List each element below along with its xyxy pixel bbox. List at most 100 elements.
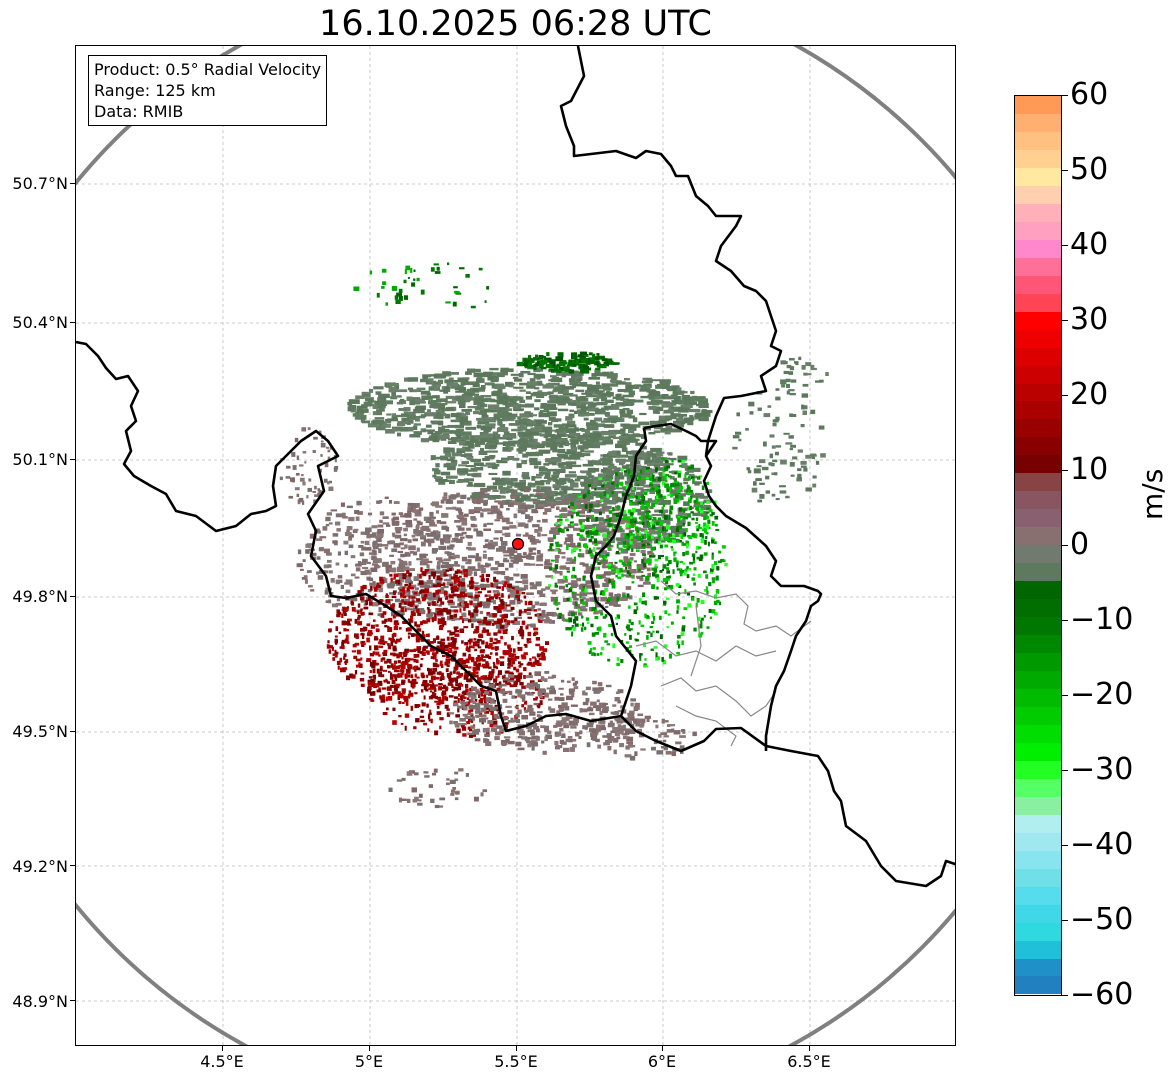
echo-cell — [322, 526, 328, 531]
echo-cell — [467, 497, 471, 501]
echo-cell — [604, 496, 610, 501]
echo-cell — [670, 413, 681, 417]
echo-cell — [591, 373, 597, 377]
echo-cell — [390, 396, 398, 400]
echo-cell — [653, 430, 661, 434]
echo-cell — [463, 696, 467, 699]
echo-cell — [446, 458, 454, 462]
echo-cell — [528, 563, 536, 566]
echo-cell — [324, 548, 330, 554]
echo-cell — [508, 671, 514, 675]
echo-cell — [448, 382, 458, 387]
echo-cell — [393, 573, 399, 578]
echo-cell — [648, 379, 660, 382]
echo-cell — [679, 486, 684, 489]
echo-cell — [543, 463, 550, 466]
echo-cell — [664, 463, 674, 466]
echo-cell — [479, 417, 487, 422]
echo-cell — [595, 367, 601, 371]
echo-cell — [651, 612, 655, 618]
echo-cell — [380, 657, 383, 663]
echo-cell — [691, 532, 696, 538]
echo-cell — [437, 403, 446, 409]
echo-cell — [363, 607, 369, 610]
echo-cell — [457, 468, 469, 472]
echo-cell — [487, 497, 492, 500]
echo-cell — [450, 380, 462, 383]
echo-cell — [528, 535, 536, 538]
echo-cell — [611, 596, 617, 602]
echo-cell — [492, 613, 497, 618]
echo-cell — [652, 517, 657, 520]
echo-cell — [549, 399, 555, 403]
echo-cell — [608, 530, 615, 536]
echo-cell — [512, 457, 520, 461]
echo-cell — [666, 563, 670, 566]
echo-cell — [439, 725, 442, 730]
echo-cell — [688, 408, 701, 413]
echo-cell — [630, 536, 633, 540]
echo-cell — [490, 509, 497, 513]
echo-cell — [439, 676, 443, 682]
echo-cell — [683, 419, 691, 424]
echo-cell — [492, 434, 501, 438]
echo-cell — [482, 627, 486, 631]
echo-cell — [553, 424, 564, 428]
echo-cell — [656, 494, 660, 500]
echo-cell — [387, 665, 391, 669]
echo-cell — [430, 656, 435, 659]
echo-cell — [395, 683, 401, 687]
echo-cell — [559, 520, 563, 525]
echo-cell — [520, 443, 533, 448]
echo-cell — [502, 392, 507, 395]
echo-cell — [623, 459, 631, 462]
echo-cell — [677, 522, 682, 527]
echo-cell — [474, 699, 478, 702]
echo-cell — [605, 470, 610, 474]
echo-cell — [357, 590, 362, 595]
echo-cell — [428, 400, 438, 405]
echo-cell — [479, 657, 484, 660]
echo-cell — [480, 578, 485, 582]
echo-cell — [622, 425, 632, 429]
echo-cell — [631, 575, 634, 579]
echo-cell — [609, 480, 620, 485]
echo-cell — [397, 692, 403, 698]
echo-cell — [698, 403, 709, 408]
echo-cell — [706, 590, 709, 595]
echo-cell — [538, 500, 548, 504]
echo-cell — [518, 404, 530, 408]
echo-cell — [442, 562, 449, 565]
echo-cell — [505, 408, 513, 412]
echo-cell — [695, 522, 698, 525]
echo-cell — [503, 554, 512, 557]
echo-cell — [376, 500, 381, 504]
echo-cell — [644, 531, 651, 534]
echo-cell — [615, 458, 625, 462]
echo-cell — [651, 483, 661, 487]
echo-cell — [590, 536, 594, 539]
echo-cell — [429, 405, 438, 409]
echo-cell — [627, 532, 632, 538]
echo-cell — [675, 494, 679, 499]
echo-cell — [382, 712, 388, 716]
echo-cell — [336, 528, 341, 532]
echo-cell — [416, 628, 422, 632]
echo-cell — [705, 511, 710, 514]
echo-cell — [489, 539, 494, 542]
echo-cell — [604, 640, 609, 643]
echo-cell — [410, 267, 413, 273]
echo-cell — [658, 476, 666, 479]
echo-cell — [567, 510, 572, 515]
echo-cell — [458, 511, 464, 516]
echo-cell — [681, 640, 684, 646]
echo-cell — [623, 563, 627, 567]
echo-cell — [372, 668, 376, 674]
echo-cell — [345, 589, 351, 594]
radar-map[interactable] — [75, 45, 956, 1046]
echo-cell — [603, 555, 608, 559]
echo-cell — [600, 590, 603, 594]
echo-cell — [480, 649, 485, 652]
echo-cell — [523, 608, 527, 613]
echo-cell — [510, 478, 518, 482]
